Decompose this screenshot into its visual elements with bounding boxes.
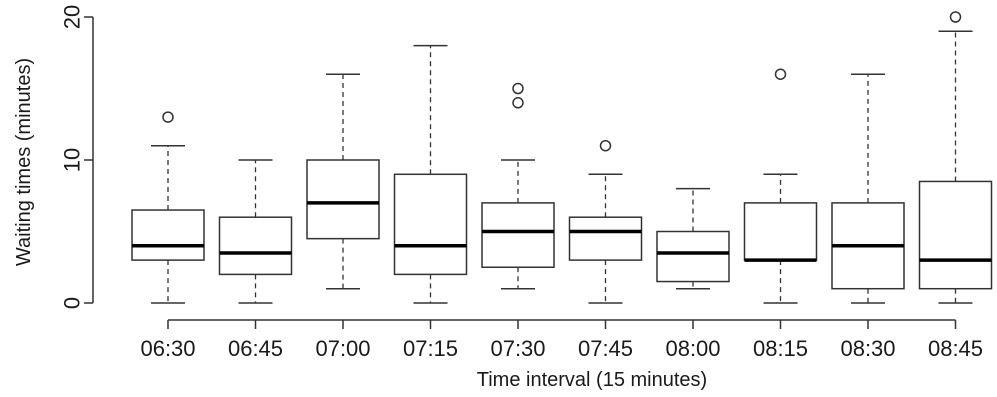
x-tick-label: 07:00	[315, 336, 370, 361]
box-0830	[831, 73, 905, 304]
y-tick-label: 20	[60, 5, 85, 29]
x-tick-label: 06:45	[228, 336, 283, 361]
x-tick-label: 08:00	[665, 336, 720, 361]
iqr-box	[918, 180, 993, 290]
x-axis: 06:30 06:45 07:00 07:15 07:30 07:45 08:00 08:15…	[140, 319, 983, 361]
box-0800	[656, 187, 730, 290]
box-0730	[481, 82, 555, 290]
outlier-point	[774, 68, 787, 80]
outlier-point	[599, 139, 612, 152]
outlier-point	[512, 82, 524, 95]
outlier-point	[162, 111, 174, 123]
boxes-layer	[131, 11, 993, 304]
x-tick-label: 06:30	[140, 336, 195, 361]
iqr-box	[131, 209, 205, 261]
box-0815	[743, 68, 818, 304]
y-tick-label: 0	[60, 297, 85, 309]
iqr-box	[656, 230, 730, 283]
box-0845	[918, 11, 993, 304]
box-0715	[393, 44, 468, 304]
iqr-box	[393, 173, 468, 276]
iqr-box	[568, 216, 643, 261]
x-tick-label: 07:30	[490, 336, 545, 361]
y-tick-label: 10	[60, 148, 85, 172]
x-tick-label: 07:45	[578, 336, 633, 361]
outlier-point	[949, 11, 962, 23]
iqr-box	[743, 202, 818, 261]
x-axis-title: Time interval (15 minutes)	[477, 369, 707, 391]
iqr-box	[218, 216, 293, 276]
x-tick-label: 07:15	[403, 336, 458, 361]
y-axis-title: Waiting times (minutes)	[13, 58, 35, 266]
x-tick-label: 08:15	[753, 336, 808, 361]
iqr-box	[306, 159, 380, 240]
y-axis: 0 10 20	[60, 5, 94, 309]
x-tick-label: 08:30	[840, 336, 895, 361]
box-0645	[218, 159, 293, 304]
iqr-box	[481, 202, 555, 268]
box-0630	[131, 111, 205, 304]
box-0700	[306, 73, 380, 290]
box-0745	[568, 139, 643, 304]
outlier-point	[512, 97, 524, 109]
x-tick-label: 08:45	[928, 336, 983, 361]
